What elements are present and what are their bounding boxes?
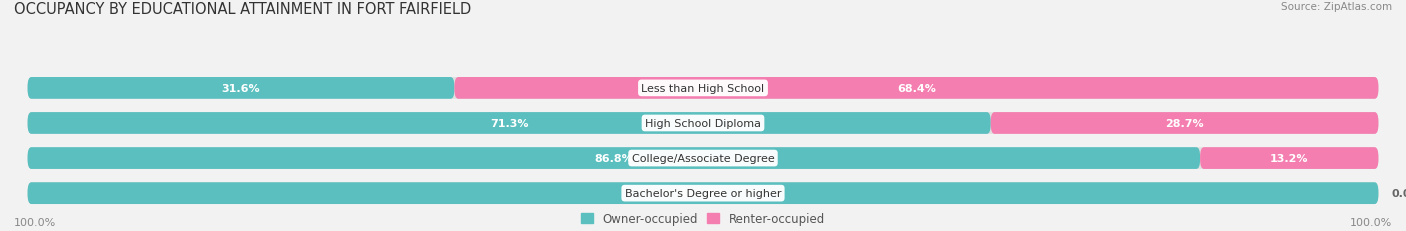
FancyBboxPatch shape	[28, 113, 991, 134]
Legend: Owner-occupied, Renter-occupied: Owner-occupied, Renter-occupied	[581, 212, 825, 225]
Text: Source: ZipAtlas.com: Source: ZipAtlas.com	[1281, 2, 1392, 12]
Text: 100.0%: 100.0%	[681, 188, 725, 198]
FancyBboxPatch shape	[28, 113, 1378, 134]
Text: 31.6%: 31.6%	[222, 84, 260, 94]
Text: OCCUPANCY BY EDUCATIONAL ATTAINMENT IN FORT FAIRFIELD: OCCUPANCY BY EDUCATIONAL ATTAINMENT IN F…	[14, 2, 471, 17]
Text: 68.4%: 68.4%	[897, 84, 936, 94]
FancyBboxPatch shape	[28, 182, 1378, 204]
Text: Bachelor's Degree or higher: Bachelor's Degree or higher	[624, 188, 782, 198]
FancyBboxPatch shape	[28, 148, 1378, 169]
Text: 100.0%: 100.0%	[1350, 217, 1392, 227]
Text: 0.0%: 0.0%	[1392, 188, 1406, 198]
FancyBboxPatch shape	[28, 78, 454, 99]
Text: Less than High School: Less than High School	[641, 84, 765, 94]
FancyBboxPatch shape	[1201, 148, 1378, 169]
FancyBboxPatch shape	[28, 182, 1378, 204]
Text: 28.7%: 28.7%	[1166, 119, 1204, 128]
FancyBboxPatch shape	[28, 78, 1378, 99]
Text: 71.3%: 71.3%	[489, 119, 529, 128]
Text: High School Diploma: High School Diploma	[645, 119, 761, 128]
FancyBboxPatch shape	[28, 148, 1201, 169]
FancyBboxPatch shape	[991, 113, 1378, 134]
Text: College/Associate Degree: College/Associate Degree	[631, 153, 775, 163]
Text: 86.8%: 86.8%	[595, 153, 633, 163]
FancyBboxPatch shape	[454, 78, 1378, 99]
Text: 13.2%: 13.2%	[1270, 153, 1309, 163]
Text: 100.0%: 100.0%	[14, 217, 56, 227]
